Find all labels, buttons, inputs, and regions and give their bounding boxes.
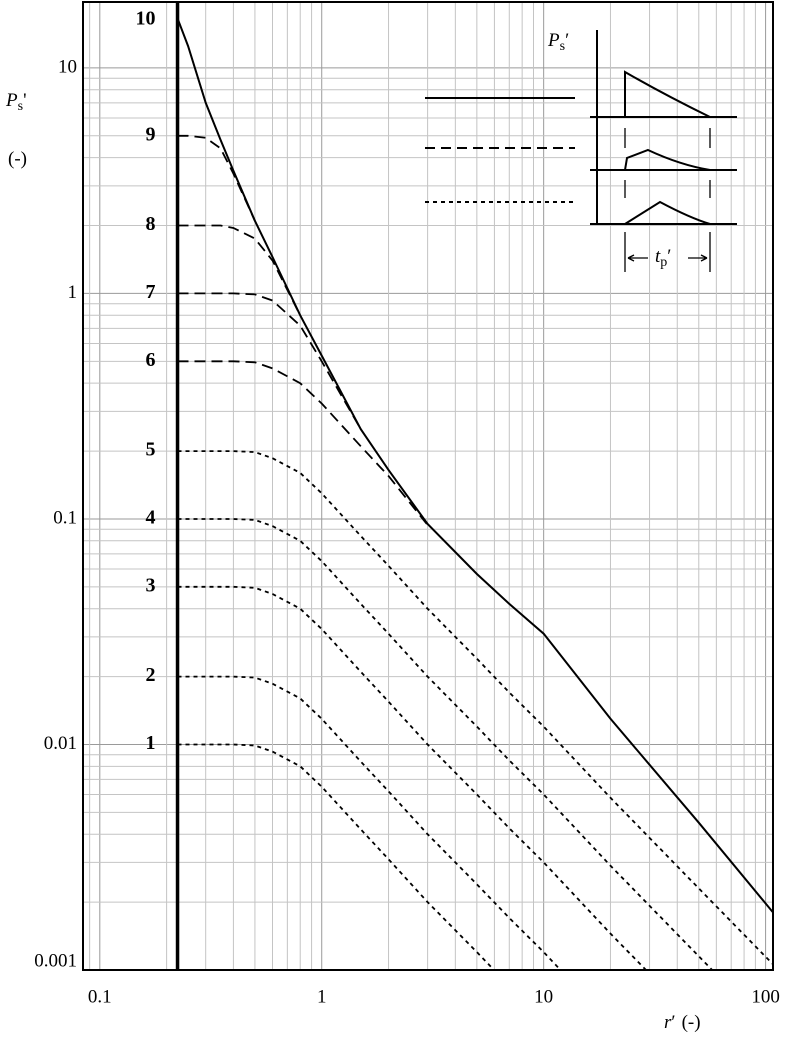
- x-tick-label: 100: [751, 986, 780, 1007]
- curve-label: 4: [146, 507, 156, 529]
- curve-label: 9: [146, 123, 156, 145]
- x-tick-label: 1: [317, 986, 327, 1007]
- y-axis-unit: (-): [8, 148, 27, 169]
- x-tick-label: 10: [534, 986, 553, 1007]
- grid: [83, 2, 773, 971]
- curve: [177, 743, 496, 970]
- x-tick-label: 0.1: [88, 986, 112, 1007]
- plot-frame: [82, 1, 774, 971]
- y-tick-label: 0.1: [53, 507, 77, 528]
- curve: [177, 360, 429, 526]
- y-tick-label: 0.01: [44, 733, 77, 754]
- inset-x-label: tp′: [655, 246, 671, 270]
- curves: [176, 17, 773, 970]
- curve-label: 6: [146, 349, 156, 371]
- curve: [177, 675, 562, 970]
- y-tick-label: 1: [68, 282, 78, 303]
- y-tick-label: 10: [58, 56, 77, 77]
- pulse-solid: [624, 70, 711, 118]
- curve: [177, 224, 302, 316]
- curve: [176, 17, 773, 914]
- inset-legend: [425, 30, 737, 272]
- curve-label: 7: [146, 281, 156, 303]
- curve-label: 10: [136, 8, 156, 30]
- curve-label: 8: [146, 213, 156, 235]
- pulse-dotted: [624, 200, 711, 225]
- curve: [177, 450, 773, 965]
- curve-label: 1: [146, 732, 156, 754]
- inset-y-label: Ps′: [547, 30, 569, 54]
- curve-label: 5: [146, 439, 156, 461]
- curve-label: 3: [146, 574, 156, 596]
- x-axis-label: r′ (-): [664, 1012, 701, 1033]
- curve: [177, 134, 256, 222]
- curve: [177, 518, 714, 970]
- curve: [177, 585, 648, 970]
- pulse-dashed: [624, 148, 711, 171]
- curve-label: 2: [146, 664, 156, 686]
- curve: [177, 292, 362, 430]
- y-tick-label: 0.001: [34, 950, 77, 971]
- y-axis-label: Ps': [5, 90, 27, 114]
